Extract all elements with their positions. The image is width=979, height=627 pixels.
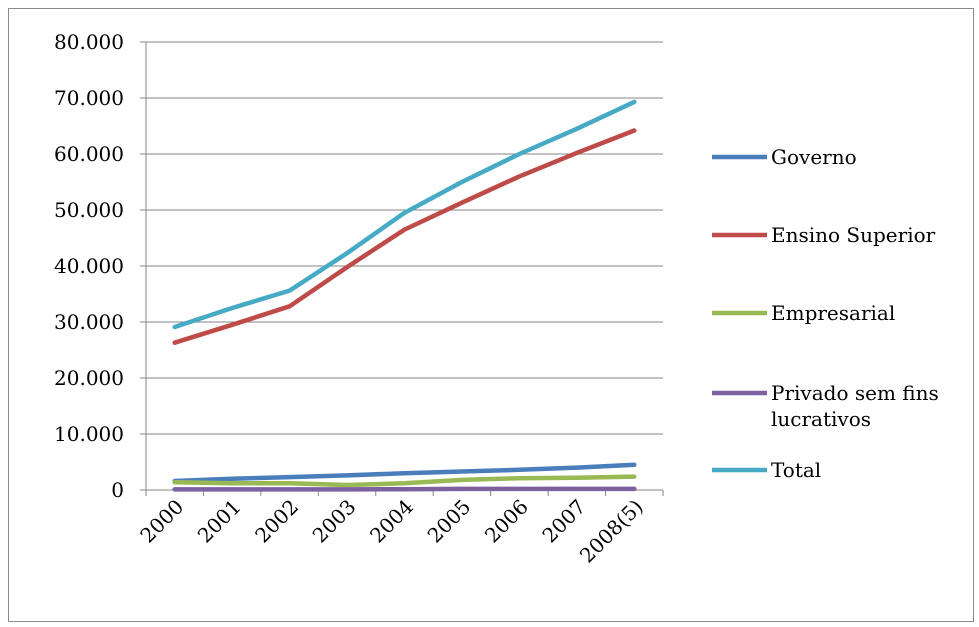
series-line-empresarial xyxy=(172,474,637,488)
y-tick-label: 40.000 xyxy=(54,254,124,278)
legend-label: lucrativos xyxy=(771,407,871,431)
x-tick-label: 2000 xyxy=(135,495,188,548)
line-chart: 0 10.000 20.000 30.000 40.000 50.000 60.000 70.… xyxy=(54,30,939,568)
y-axis-tick-labels: 0 10.000 20.000 30.000 40.000 50.000 60.000 70.… xyxy=(54,30,124,502)
x-tick-label: 2007 xyxy=(537,495,590,548)
x-tick-label: 2006 xyxy=(480,495,533,548)
legend-label: Governo xyxy=(771,145,857,169)
x-tick-label: 2002 xyxy=(250,495,303,548)
x-tick-label: 2004 xyxy=(365,495,418,548)
y-tick-label: 60.000 xyxy=(54,142,124,166)
legend-label: Ensino Superior xyxy=(771,223,936,247)
y-tick-label: 10.000 xyxy=(54,422,124,446)
y-tick-label: 20.000 xyxy=(54,366,124,390)
series-line-total xyxy=(172,99,637,330)
x-tick-label: 2001 xyxy=(193,495,246,548)
x-tick-label: 2005 xyxy=(423,495,476,548)
legend: Governo Ensino Superior Empresarial Privado… xyxy=(712,145,939,482)
x-tick-label: 2003 xyxy=(308,495,361,548)
series-lines xyxy=(172,99,637,492)
x-tick-label: 2008(5) xyxy=(575,495,648,568)
y-tick-label: 0 xyxy=(111,478,124,502)
legend-label: Total xyxy=(771,458,821,482)
series-line-ensino-superior xyxy=(172,128,637,345)
series-line-privado-sem-fins-lucrativos xyxy=(172,486,637,492)
series-line-governo xyxy=(172,462,637,484)
y-tick-label: 70.000 xyxy=(54,86,124,110)
y-tick-label: 30.000 xyxy=(54,310,124,334)
y-tick-label: 80.000 xyxy=(54,30,124,54)
gridlines xyxy=(140,41,663,491)
y-tick-label: 50.000 xyxy=(54,198,124,222)
chart-frame: 0 10.000 20.000 30.000 40.000 50.000 60.000 70.… xyxy=(8,8,974,622)
legend-label: Privado sem fins xyxy=(771,381,939,405)
legend-label: Empresarial xyxy=(771,301,895,325)
